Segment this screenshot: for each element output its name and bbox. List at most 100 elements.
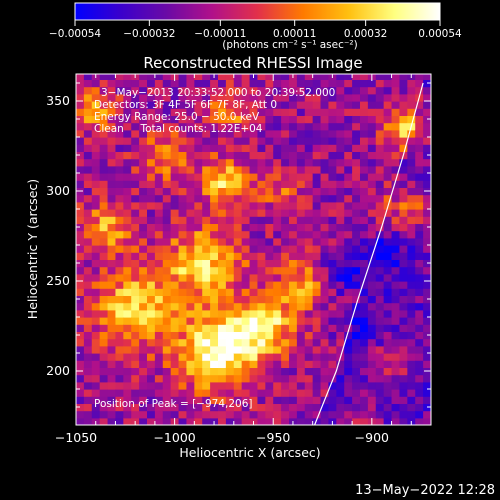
heatmap-cell [218,165,227,174]
heatmap-cell [123,317,132,325]
heatmap-cell [91,309,101,318]
heatmap-cell [265,331,274,340]
heatmap-cell [352,223,361,232]
heatmap-cell [186,273,195,282]
heatmap-cell [304,165,314,174]
heatmap-cell [154,129,164,138]
heatmap-cell [91,151,101,160]
heatmap-cell [178,93,188,102]
heatmap-cell [344,79,353,88]
heatmap-cell [83,79,93,88]
heatmap-cell [423,122,431,131]
heatmap-cell [241,389,251,397]
heatmap-cell [407,230,416,239]
heatmap-cell [170,345,180,354]
heatmap-cell [131,353,140,361]
heatmap-cell [162,209,172,217]
heatmap-cell [91,403,101,412]
heatmap-cell [225,302,235,311]
heatmap-cell [273,165,282,174]
heatmap-cell [147,338,156,347]
heatmap-cell [391,194,401,203]
heatmap-cell [320,295,330,304]
heatmap-cell [304,158,314,167]
heatmap-cell [210,201,219,210]
heatmap-cell [233,93,243,102]
heatmap-cell [147,353,156,361]
heatmap-cell [407,288,416,296]
heatmap-cell [265,122,274,131]
heatmap-cell [186,223,195,232]
heatmap-cell [186,86,195,95]
heatmap-cell [312,93,322,102]
heatmap-cell [241,165,251,174]
heatmap-cell [367,187,377,196]
heatmap-cells [76,74,431,425]
heatmap-cell [391,389,401,397]
heatmap-cell [289,410,298,419]
heatmap-cell [352,252,361,260]
heatmap-cell [131,151,140,160]
heatmap-cell [312,273,322,282]
heatmap-cell [336,302,345,311]
heatmap-cell [304,187,314,196]
heatmap-cell [320,74,330,80]
heatmap-cell [76,396,85,404]
heatmap-cell [131,338,140,347]
heatmap-cell [139,151,148,160]
heatmap-cell [344,367,353,376]
heatmap-cell [375,273,385,282]
heatmap-cell [178,288,188,296]
heatmap-cell [423,101,431,109]
heatmap-cell [139,266,148,275]
heatmap-cell [123,410,132,419]
heatmap-cell [115,288,124,296]
heatmap-cell [178,266,188,275]
heatmap-cell [218,331,227,340]
heatmap-cell [281,403,290,412]
heatmap-cell [91,360,101,368]
heatmap-cell [186,137,195,145]
heatmap-cell [76,374,85,383]
heatmap-cell [407,245,416,253]
heatmap-cell [202,252,211,260]
heatmap-cell [218,338,227,347]
heatmap-cell [360,331,369,340]
heatmap-cell [99,165,109,174]
heatmap-cell [186,353,195,361]
heatmap-cell [210,259,219,268]
heatmap-cell [131,158,140,167]
heatmap-cell [352,230,361,239]
heatmap-cell [375,79,385,88]
heatmap-cell [273,137,282,145]
heatmap-cell [233,158,243,167]
heatmap-cell [344,201,353,210]
heatmap-cell [154,389,164,397]
heatmap-cell [83,345,93,354]
heatmap-cell [194,230,203,239]
heatmap-cell [194,360,203,368]
heatmap-cell [415,309,424,318]
heatmap-cell [265,324,274,332]
heatmap-cell [281,245,290,253]
heatmap-cell [225,288,235,296]
heatmap-cell [210,194,219,203]
heatmap-cell [383,324,393,332]
heatmap-cell [407,209,416,217]
heatmap-cell [336,396,345,404]
heatmap-cell [391,417,401,425]
heatmap-cell [194,173,203,181]
heatmap-cell [281,374,290,383]
heatmap-cell [147,295,156,304]
heatmap-cell [202,245,211,253]
heatmap-cell [178,338,188,347]
heatmap-cell [360,396,369,404]
heatmap-cell [83,223,93,232]
heatmap-cell [147,331,156,340]
heatmap-cell [344,281,353,289]
heatmap-cell [257,309,266,318]
heatmap-cell [281,288,290,296]
y-axis-tick-label: 200 [46,363,70,378]
heatmap-cell [296,230,306,239]
heatmap-cell [131,331,140,340]
